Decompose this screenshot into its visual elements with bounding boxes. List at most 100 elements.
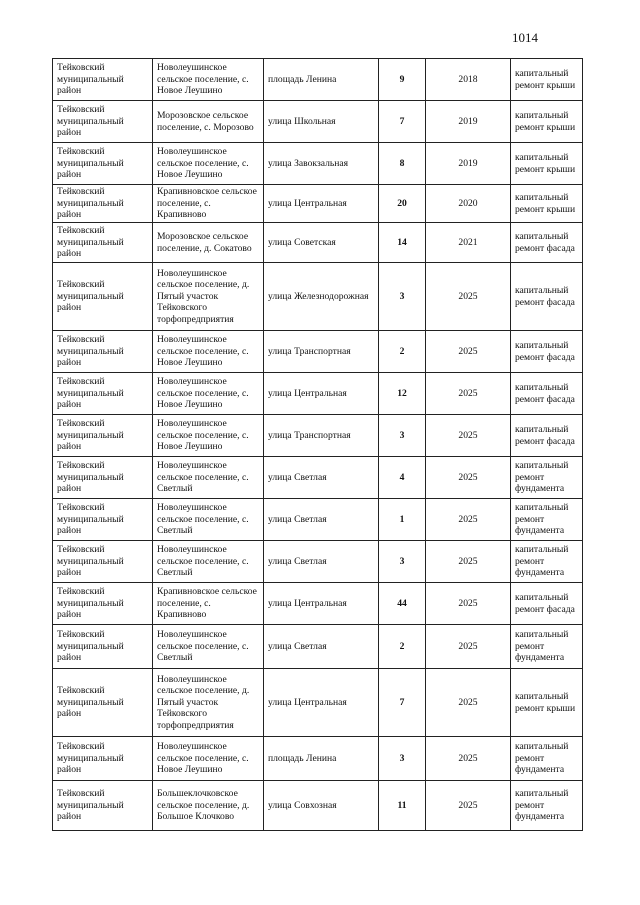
year-cell: 2025 [425, 668, 511, 737]
year-cell: 2025 [425, 372, 511, 415]
table-row: Тейковский муниципальный район Крапивновс… [52, 582, 583, 625]
work-type-cell: капитальный ремонт фундамента [510, 540, 583, 583]
year-cell: 2025 [425, 582, 511, 625]
street-cell: улица Светлая [263, 498, 379, 541]
year-cell: 2019 [425, 100, 511, 143]
table-row: Тейковский муниципальный район Морозовско… [52, 100, 583, 143]
house-number-cell: 7 [378, 668, 426, 737]
settlement-cell: Новолеушинское сельское поселение, с. Но… [152, 414, 264, 457]
street-cell: улица Совхозная [263, 780, 379, 831]
street-cell: улица Школьная [263, 100, 379, 143]
district-cell: Тейковский муниципальный район [52, 736, 153, 781]
table-row: Тейковский муниципальный район Крапивновс… [52, 184, 583, 223]
year-cell: 2021 [425, 222, 511, 263]
page-number: 1014 [512, 30, 538, 45]
settlement-cell: Новолеушинское сельское поселение, д. Пя… [152, 668, 264, 737]
district-cell: Тейковский муниципальный район [52, 668, 153, 737]
work-type-cell: капитальный ремонт крыши [510, 100, 583, 143]
year-cell: 2025 [425, 736, 511, 781]
settlement-cell: Новолеушинское сельское поселение, с. Но… [152, 58, 264, 101]
table-row: Тейковский муниципальный район Новолеушин… [52, 668, 583, 737]
table-row: Тейковский муниципальный район Новолеушин… [52, 414, 583, 457]
work-type-cell: капитальный ремонт крыши [510, 142, 583, 185]
work-type-cell: капитальный ремонт фундамента [510, 624, 583, 669]
year-cell: 2018 [425, 58, 511, 101]
house-number-cell: 3 [378, 262, 426, 331]
year-cell: 2025 [425, 498, 511, 541]
work-type-cell: капитальный ремонт фундамента [510, 736, 583, 781]
settlement-cell: Новолеушинское сельское поселение, с. Св… [152, 498, 264, 541]
year-cell: 2020 [425, 184, 511, 223]
district-cell: Тейковский муниципальный район [52, 222, 153, 263]
settlement-cell: Морозовское сельское поселение, с. Мороз… [152, 100, 264, 143]
work-type-cell: капитальный ремонт крыши [510, 58, 583, 101]
district-cell: Тейковский муниципальный район [52, 184, 153, 223]
district-cell: Тейковский муниципальный район [52, 456, 153, 499]
table-row: Тейковский муниципальный район Новолеушин… [52, 142, 583, 185]
district-cell: Тейковский муниципальный район [52, 624, 153, 669]
work-type-cell: капитальный ремонт фасада [510, 582, 583, 625]
work-type-cell: капитальный ремонт фасада [510, 330, 583, 373]
district-cell: Тейковский муниципальный район [52, 540, 153, 583]
house-number-cell: 20 [378, 184, 426, 223]
district-cell: Тейковский муниципальный район [52, 582, 153, 625]
house-number-cell: 1 [378, 498, 426, 541]
district-cell: Тейковский муниципальный район [52, 58, 153, 101]
street-cell: улица Центральная [263, 184, 379, 223]
street-cell: улица Центральная [263, 372, 379, 415]
house-number-cell: 4 [378, 456, 426, 499]
work-type-cell: капитальный ремонт фасада [510, 222, 583, 263]
year-cell: 2025 [425, 540, 511, 583]
year-cell: 2025 [425, 262, 511, 331]
settlement-cell: Морозовское сельское поселение, д. Сокат… [152, 222, 264, 263]
house-number-cell: 3 [378, 414, 426, 457]
district-cell: Тейковский муниципальный район [52, 262, 153, 331]
district-cell: Тейковский муниципальный район [52, 100, 153, 143]
district-cell: Тейковский муниципальный район [52, 142, 153, 185]
work-type-cell: капитальный ремонт фундамента [510, 780, 583, 831]
buildings-table: Тейковский муниципальный район Новолеушин… [52, 58, 583, 831]
settlement-cell: Новолеушинское сельское поселение, с. Но… [152, 142, 264, 185]
settlement-cell: Новолеушинское сельское поселение, с. Св… [152, 624, 264, 669]
settlement-cell: Новолеушинское сельское поселение, с. Но… [152, 372, 264, 415]
district-cell: Тейковский муниципальный район [52, 330, 153, 373]
settlement-cell: Большеклочковское сельское поселение, д.… [152, 780, 264, 831]
work-type-cell: капитальный ремонт фасада [510, 262, 583, 331]
work-type-cell: капитальный ремонт фундамента [510, 456, 583, 499]
house-number-cell: 2 [378, 330, 426, 373]
street-cell: улица Центральная [263, 668, 379, 737]
table-row: Тейковский муниципальный район Новолеушин… [52, 330, 583, 373]
street-cell: улица Транспортная [263, 414, 379, 457]
table-row: Тейковский муниципальный район Большеклоч… [52, 780, 583, 831]
house-number-cell: 7 [378, 100, 426, 143]
street-cell: улица Транспортная [263, 330, 379, 373]
house-number-cell: 12 [378, 372, 426, 415]
house-number-cell: 14 [378, 222, 426, 263]
street-cell: улица Железнодорожная [263, 262, 379, 331]
year-cell: 2025 [425, 414, 511, 457]
settlement-cell: Новолеушинское сельское поселение, с. Но… [152, 330, 264, 373]
table-row: Тейковский муниципальный район Новолеушин… [52, 262, 583, 331]
table-row: Тейковский муниципальный район Новолеушин… [52, 58, 583, 101]
table-row: Тейковский муниципальный район Новолеушин… [52, 498, 583, 541]
settlement-cell: Новолеушинское сельское поселение, д. Пя… [152, 262, 264, 331]
settlement-cell: Крапивновское сельское поселение, с. Кра… [152, 184, 264, 223]
street-cell: улица Светлая [263, 456, 379, 499]
house-number-cell: 9 [378, 58, 426, 101]
table-row: Тейковский муниципальный район Новолеушин… [52, 624, 583, 669]
work-type-cell: капитальный ремонт фасада [510, 414, 583, 457]
street-cell: улица Светлая [263, 540, 379, 583]
house-number-cell: 2 [378, 624, 426, 669]
house-number-cell: 44 [378, 582, 426, 625]
house-number-cell: 8 [378, 142, 426, 185]
work-type-cell: капитальный ремонт фасада [510, 372, 583, 415]
table-row: Тейковский муниципальный район Новолеушин… [52, 540, 583, 583]
settlement-cell: Новолеушинское сельское поселение, с. Но… [152, 736, 264, 781]
year-cell: 2025 [425, 780, 511, 831]
table-row: Тейковский муниципальный район Новолеушин… [52, 456, 583, 499]
street-cell: улица Завокзальная [263, 142, 379, 185]
street-cell: улица Центральная [263, 582, 379, 625]
table-row: Тейковский муниципальный район Новолеушин… [52, 372, 583, 415]
year-cell: 2025 [425, 624, 511, 669]
street-cell: улица Советская [263, 222, 379, 263]
